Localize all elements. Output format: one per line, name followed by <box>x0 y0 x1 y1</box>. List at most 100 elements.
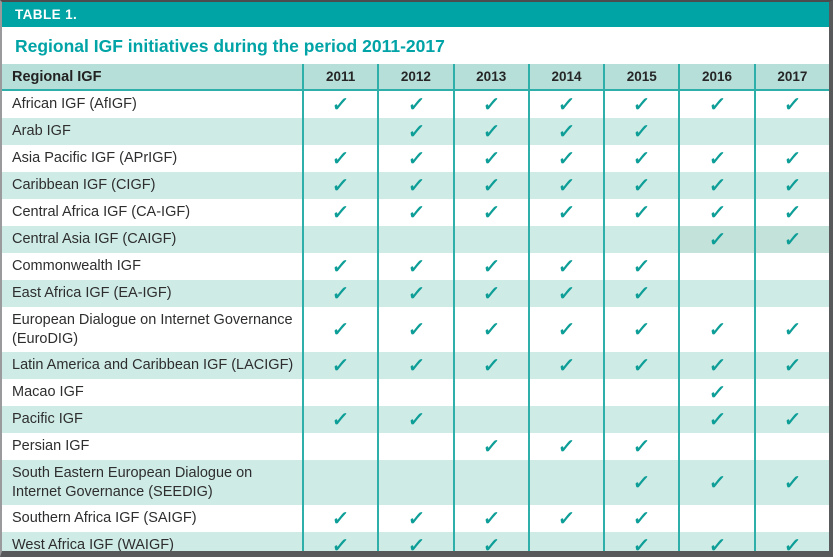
year-cell: ✓ <box>603 307 678 353</box>
year-cell <box>527 406 603 434</box>
row-label: Persian IGF <box>12 438 90 455</box>
year-cell: ✓ <box>527 145 603 172</box>
checkmark-icon: ✓ <box>707 471 727 494</box>
table-row: Macao IGF ✓ <box>2 379 829 407</box>
year-cell: ✓ <box>603 118 678 145</box>
year-cell <box>527 532 603 551</box>
checkmark-icon: ✓ <box>707 354 727 377</box>
table-row: African IGF (AfIGF) ✓ ✓ ✓ ✓ ✓ ✓ ✓ <box>2 91 829 118</box>
year-cell: ✓ <box>678 406 753 434</box>
year-cell <box>377 226 452 253</box>
table-row: Arab IGF ✓ ✓ ✓ ✓ <box>2 118 829 145</box>
checkmark-icon: ✓ <box>556 93 577 116</box>
column-header-2013: 2013 <box>452 64 528 89</box>
row-label: West Africa IGF (WAIGF) <box>12 537 174 554</box>
checkmark-icon: ✓ <box>481 147 501 170</box>
year-cell: ✓ <box>452 280 528 307</box>
checkmark-icon: ✓ <box>481 120 501 143</box>
year-cell: ✓ <box>603 280 678 307</box>
year-cell: ✓ <box>302 505 377 533</box>
table-number-label: TABLE 1. <box>15 7 78 22</box>
checkmark-icon: ✓ <box>632 435 652 458</box>
checkmark-icon: ✓ <box>406 201 426 224</box>
year-cell <box>753 505 829 533</box>
table-body: African IGF (AfIGF) ✓ ✓ ✓ ✓ ✓ ✓ ✓ Arab IGF ✓ ✓ ✓ ✓ As… <box>2 91 829 557</box>
row-label: South Eastern European Dialogue on Inter… <box>12 465 253 500</box>
checkmark-icon: ✓ <box>556 354 577 377</box>
year-cell: ✓ <box>527 118 603 145</box>
year-cell: ✓ <box>753 145 829 172</box>
table-row: Central Africa IGF (CA-IGF) ✓ ✓ ✓ ✓ ✓ ✓ ✓ <box>2 199 829 226</box>
checkmark-icon: ✓ <box>481 255 501 278</box>
year-cell: ✓ <box>377 253 452 280</box>
year-cell: ✓ <box>603 199 678 226</box>
year-cell <box>527 226 603 253</box>
checkmark-icon: ✓ <box>556 201 577 224</box>
row-label: Arab IGF <box>12 123 71 140</box>
year-cell: ✓ <box>753 226 829 253</box>
year-cell <box>603 379 678 407</box>
year-cell: ✓ <box>753 532 829 557</box>
year-cell: ✓ <box>678 91 753 118</box>
year-cell: ✓ <box>603 505 678 533</box>
column-header-2011: 2011 <box>302 64 377 89</box>
year-cell <box>678 118 753 145</box>
year-cell: ✓ <box>302 352 377 380</box>
year-cell <box>302 379 377 407</box>
year-cell <box>302 433 377 461</box>
year-cell: ✓ <box>302 91 377 118</box>
year-cell: ✓ <box>753 406 829 434</box>
checkmark-icon: ✓ <box>331 534 351 557</box>
checkmark-icon: ✓ <box>632 282 652 305</box>
year-cell <box>753 280 829 307</box>
year-cell: ✓ <box>452 118 528 145</box>
year-cell: ✓ <box>678 172 753 199</box>
checkmark-icon: ✓ <box>406 354 426 377</box>
year-cell: ✓ <box>678 226 754 253</box>
year-cell <box>603 406 678 434</box>
year-cell: ✓ <box>527 91 603 118</box>
checkmark-icon: ✓ <box>782 471 802 494</box>
year-cell: ✓ <box>377 280 452 307</box>
checkmark-icon: ✓ <box>481 201 501 224</box>
year-cell: ✓ <box>753 91 829 118</box>
checkmark-icon: ✓ <box>707 147 727 170</box>
year-cell <box>678 280 753 307</box>
year-cell <box>678 253 753 280</box>
year-cell: ✓ <box>678 199 753 226</box>
checkmark-icon: ✓ <box>632 147 652 170</box>
year-cell: ✓ <box>452 433 528 461</box>
year-cell: ✓ <box>527 352 603 380</box>
year-cell: ✓ <box>527 433 603 461</box>
year-cell: ✓ <box>302 307 377 353</box>
year-cell: ✓ <box>302 406 377 434</box>
checkmark-icon: ✓ <box>782 408 802 431</box>
table-row: European Dialogue on Internet Governance… <box>2 307 829 353</box>
checkmark-icon: ✓ <box>481 507 501 530</box>
year-cell <box>377 433 452 461</box>
checkmark-icon: ✓ <box>556 255 577 278</box>
year-cell: ✓ <box>377 172 452 199</box>
checkmark-icon: ✓ <box>406 408 426 431</box>
year-cell <box>527 379 603 407</box>
table-row: Asia Pacific IGF (APrIGF) ✓ ✓ ✓ ✓ ✓ ✓ ✓ <box>2 145 829 172</box>
column-header-2015: 2015 <box>603 64 678 89</box>
checkmark-icon: ✓ <box>707 201 727 224</box>
checkmark-icon: ✓ <box>331 318 351 341</box>
checkmark-icon: ✓ <box>331 201 351 224</box>
year-cell: ✓ <box>603 532 678 551</box>
year-cell: ✓ <box>603 433 678 461</box>
column-header-regional-igf: Regional IGF <box>12 68 102 85</box>
checkmark-icon: ✓ <box>632 507 652 530</box>
checkmark-icon: ✓ <box>782 534 802 557</box>
year-cell: ✓ <box>678 307 753 353</box>
year-cell: ✓ <box>527 199 603 226</box>
year-cell: ✓ <box>753 199 829 226</box>
row-label: Southern Africa IGF (SAIGF) <box>12 510 197 527</box>
year-cell <box>452 379 528 407</box>
checkmark-icon: ✓ <box>481 174 501 197</box>
year-cell <box>302 118 377 145</box>
checkmark-icon: ✓ <box>632 471 652 494</box>
year-cell: ✓ <box>377 145 452 172</box>
